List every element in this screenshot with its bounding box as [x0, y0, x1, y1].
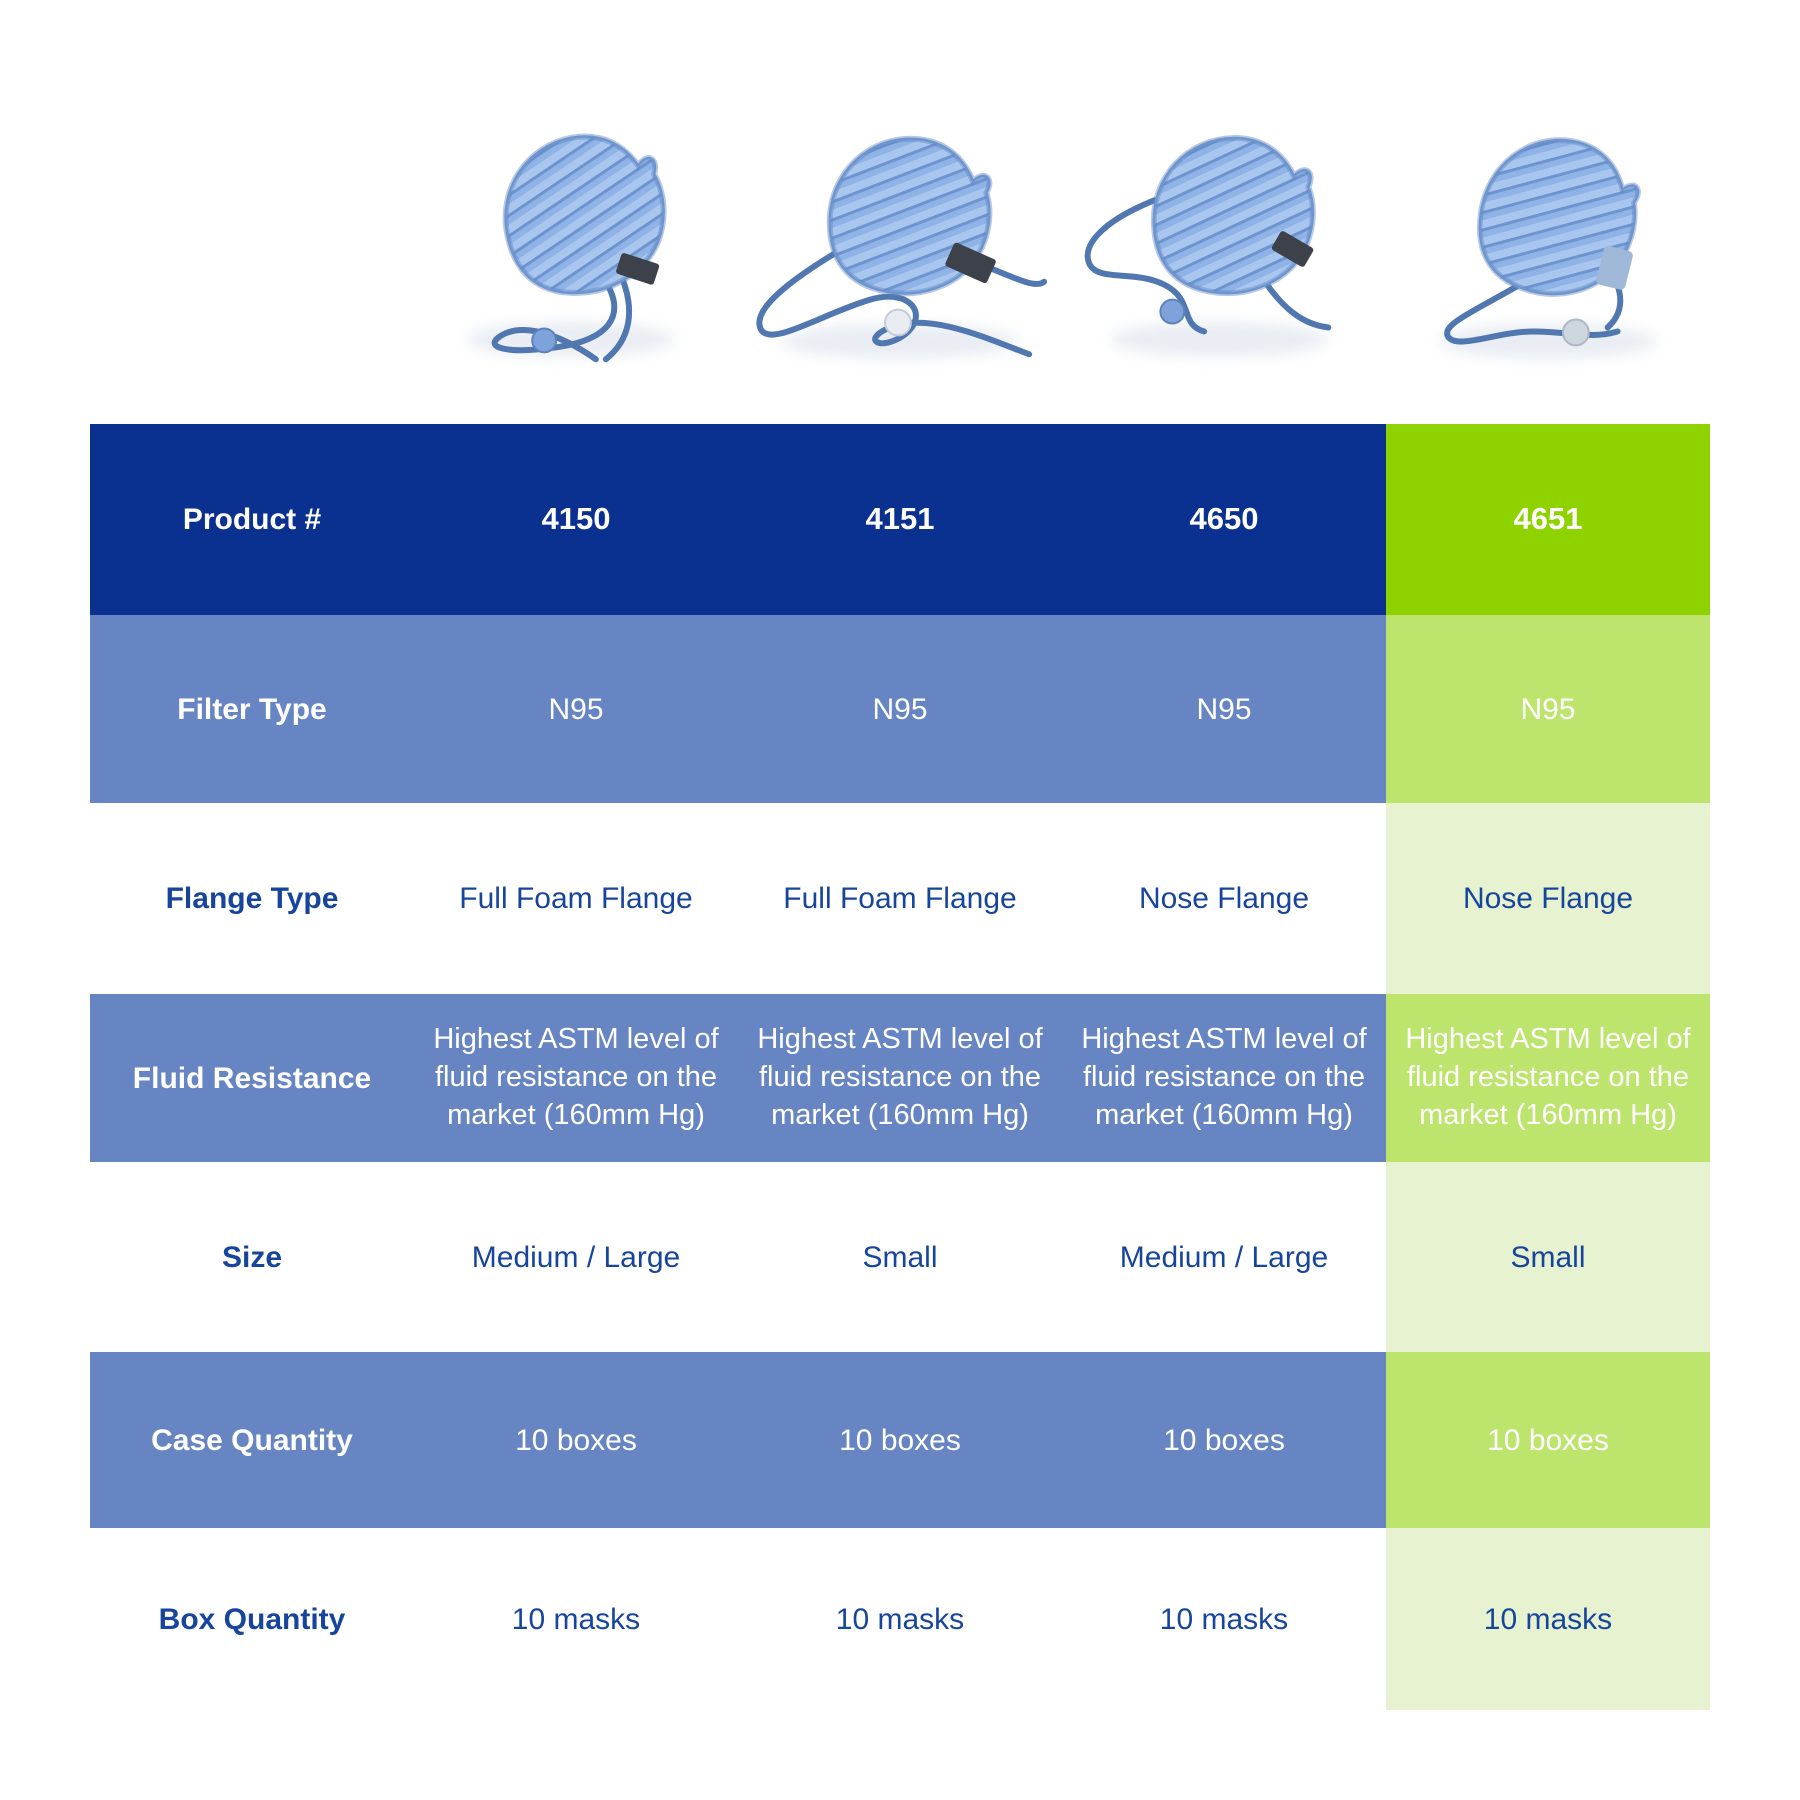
cell-flange-type-4150: Full Foam Flange: [414, 803, 738, 994]
cell-fluid-resistance-4650: Highest ASTM level of fluid resistance o…: [1062, 994, 1386, 1162]
cell-product-number-4150: 4150: [414, 424, 738, 615]
mask-nose-tab: [1596, 246, 1633, 290]
cell-filter-type-4650: N95: [1062, 615, 1386, 803]
cell-size-4150: Medium / Large: [414, 1162, 738, 1352]
cell-size-4151: Small: [738, 1162, 1062, 1352]
row-label-size: Size: [90, 1162, 414, 1352]
cell-fluid-resistance-4651-highlighted: Highest ASTM level of fluid resistance o…: [1386, 994, 1710, 1162]
cell-product-number-4151: 4151: [738, 424, 1062, 615]
mask-tag: [616, 253, 660, 285]
cell-case-quantity-4650: 10 boxes: [1062, 1352, 1386, 1528]
mask-photo-4650: [1062, 95, 1386, 395]
row-label-product-number: Product #: [90, 424, 414, 615]
row-label-filter-type: Filter Type: [90, 615, 414, 803]
mask-strap: [1260, 276, 1332, 331]
mask-toggle-bead: [531, 327, 558, 354]
mask-photo-4151: [738, 95, 1062, 395]
mask-tag: [1271, 231, 1314, 267]
product-comparison-table: Product # 4150 4151 4650 4651 Filter Typ…: [90, 424, 1710, 1710]
row-label-box-quantity: Box Quantity: [90, 1528, 414, 1710]
row-label-flange-type: Flange Type: [90, 803, 414, 994]
mask-strap: [602, 271, 633, 363]
mask-strap: [756, 246, 1033, 358]
cell-filter-type-4150: N95: [414, 615, 738, 803]
mask-toggle-bead: [1159, 298, 1186, 325]
cell-box-quantity-4651-highlighted: 10 masks: [1386, 1528, 1710, 1710]
row-label-case-quantity: Case Quantity: [90, 1352, 414, 1528]
cell-fluid-resistance-4151: Highest ASTM level of fluid resistance o…: [738, 994, 1062, 1162]
cell-flange-type-4650: Nose Flange: [1062, 803, 1386, 994]
mask-photo-4150: [414, 95, 738, 395]
mask-toggle-bead: [1561, 318, 1590, 347]
cell-case-quantity-4651-highlighted: 10 boxes: [1386, 1352, 1710, 1528]
cell-flange-type-4151: Full Foam Flange: [738, 803, 1062, 994]
cell-size-4651-highlighted: Small: [1386, 1162, 1710, 1352]
cell-product-number-4651-highlighted: 4651: [1386, 424, 1710, 615]
mask-toggle-bead: [884, 308, 912, 337]
cell-flange-type-4651-highlighted: Nose Flange: [1386, 803, 1710, 994]
mask-photo-4651: [1386, 95, 1710, 395]
mask-strap: [1084, 197, 1208, 335]
cell-case-quantity-4150: 10 boxes: [414, 1352, 738, 1528]
cell-fluid-resistance-4150: Highest ASTM level of fluid resistance o…: [414, 994, 738, 1162]
cell-product-number-4650: 4650: [1062, 424, 1386, 615]
cell-filter-type-4151: N95: [738, 615, 1062, 803]
cell-box-quantity-4650: 10 masks: [1062, 1528, 1386, 1710]
cell-filter-type-4651-highlighted: N95: [1386, 615, 1710, 803]
mask-tag: [945, 242, 996, 284]
mask-shadow: [1109, 321, 1329, 358]
cell-box-quantity-4150: 10 masks: [414, 1528, 738, 1710]
product-photos-row: [414, 95, 1710, 395]
cell-box-quantity-4151: 10 masks: [738, 1528, 1062, 1710]
cell-case-quantity-4151: 10 boxes: [738, 1352, 1062, 1528]
row-label-fluid-resistance: Fluid Resistance: [90, 994, 414, 1162]
cell-size-4650: Medium / Large: [1062, 1162, 1386, 1352]
